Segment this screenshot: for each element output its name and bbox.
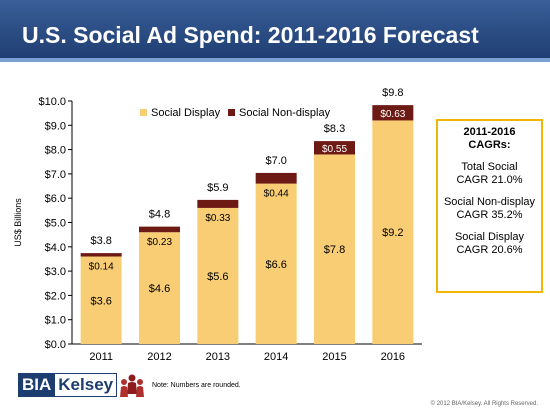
cagr-total-line1: Total Social [461, 161, 518, 173]
bar-display [80, 256, 122, 344]
legend-swatch-nondisplay [228, 109, 235, 116]
y-tick-label: $1.0 [45, 315, 66, 327]
total-value-label: $5.9 [207, 182, 228, 194]
x-tick-label: 2011 [89, 351, 113, 362]
y-tick-label: $10.0 [38, 96, 66, 108]
legend-swatch-display [140, 109, 147, 116]
total-value-label: $9.8 [382, 87, 403, 99]
display-value-label: $5.6 [207, 271, 228, 283]
x-tick-label: 2012 [147, 351, 171, 362]
bia-kelsey-logo: BIA Kelsey [18, 373, 118, 397]
nondisplay-value-label: $0.63 [380, 109, 405, 120]
display-value-label: $7.8 [324, 244, 345, 256]
y-tick-label: $0.0 [45, 339, 66, 351]
y-tick-label: $3.0 [45, 266, 66, 278]
x-tick-label: 2015 [322, 351, 346, 362]
stacked-bar-chart: $0.0 $1.0 $2.0 $3.0 $4.0 $5.0 $6.0 $7.0 $8.0 $9.0… [13, 87, 422, 362]
bar-nondisplay [139, 226, 180, 233]
page-title: U.S. Social Ad Spend: 2011-2016 Forecast [22, 22, 479, 48]
nondisplay-value-label: $0.14 [89, 262, 114, 273]
cagr-box: 2011-2016 CAGRs: Total Social CAGR 21.0%… [436, 119, 543, 293]
y-tick-label: $4.0 [45, 242, 66, 254]
bar-display [372, 120, 414, 344]
cagr-nondisplay-line1: Social Non-display [443, 196, 536, 208]
bar-display [139, 232, 180, 344]
copyright: © 2012 BIA/Kelsey. All Rights Reserved. [430, 401, 538, 407]
y-axis-title: US$ Billions [13, 198, 23, 247]
people-group-icon [120, 374, 144, 397]
bar-display [255, 183, 297, 344]
cagr-nondisplay-line2: CAGR 35.2% [456, 209, 523, 221]
bar-nondisplay [255, 172, 297, 184]
x-tick-label: 2013 [206, 351, 230, 362]
bar-display [197, 207, 239, 344]
logo-kelsey: Kelsey [55, 373, 118, 397]
x-tick-label: 2014 [264, 351, 288, 362]
total-value-label: $4.8 [149, 209, 170, 221]
display-value-label: $6.6 [265, 259, 286, 271]
x-tick-label: 2016 [381, 351, 405, 362]
total-value-label: $7.0 [265, 155, 286, 167]
y-tick-label: $7.0 [45, 169, 66, 181]
nondisplay-value-label: $0.23 [147, 237, 172, 248]
cagr-heading-line2: CAGRs: [468, 139, 511, 151]
title-rule [0, 58, 550, 62]
logo-bia: BIA [18, 373, 56, 397]
cagr-heading-line1: 2011-2016 [463, 126, 516, 138]
total-value-label: $8.3 [324, 123, 345, 135]
bar-nondisplay [80, 253, 122, 257]
cagr-total-line2: CAGR 21.0% [456, 174, 523, 186]
title-bar: U.S. Social Ad Spend: 2011-2016 Forecast [0, 0, 550, 62]
display-value-label: $3.6 [90, 295, 111, 307]
legend-label-nondisplay: Social Non-display [239, 107, 331, 119]
y-tick-label: $9.0 [45, 120, 66, 132]
nondisplay-value-label: $0.33 [205, 213, 230, 224]
y-tick-label: $6.0 [45, 193, 66, 205]
footnote: Note: Numbers are rounded. [152, 382, 241, 389]
bar-nondisplay [372, 105, 414, 121]
y-tick-label: $2.0 [45, 290, 66, 302]
legend-label-display: Social Display [151, 107, 221, 119]
bar-nondisplay [314, 141, 355, 155]
y-tick-label: $5.0 [45, 218, 66, 230]
bar-nondisplay [197, 199, 239, 208]
display-value-label: $9.2 [382, 227, 403, 239]
nondisplay-value-label: $0.55 [322, 144, 347, 155]
total-value-label: $3.8 [90, 235, 111, 247]
y-tick-label: $8.0 [45, 145, 66, 157]
cagr-display-line1: Social Display [454, 231, 525, 243]
bar-display [314, 154, 355, 344]
display-value-label: $4.6 [149, 283, 170, 295]
cagr-display-line2: CAGR 20.6% [456, 244, 523, 256]
nondisplay-value-label: $0.44 [264, 189, 289, 200]
